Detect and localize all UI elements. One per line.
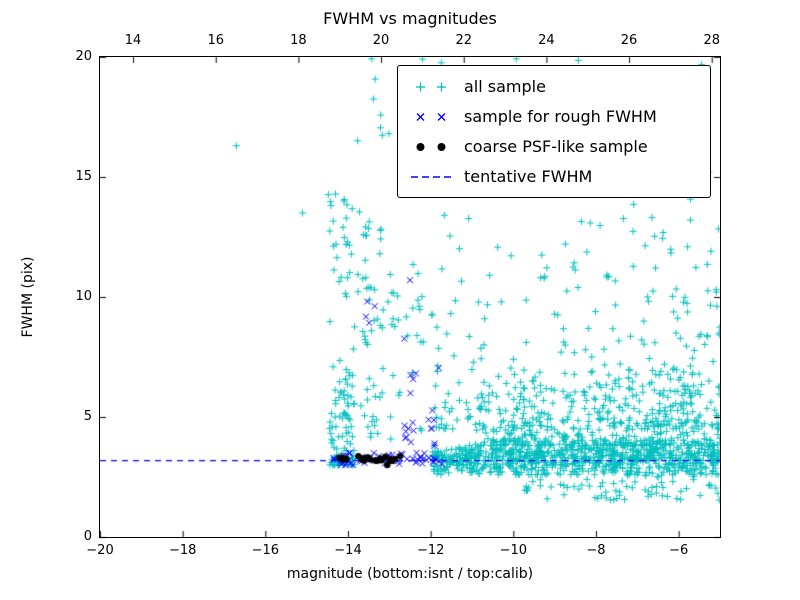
x-tick-label-top: 24 (538, 33, 555, 48)
x-axis-label: magnitude (bottom:isnt / top:calib) (286, 566, 534, 582)
x-tick-label-bottom: −14 (334, 543, 362, 558)
legend-label-psf-sample: coarse PSF-like sample (464, 137, 648, 156)
legend-label-tentative-fwhm: tentative FWHM (464, 167, 593, 186)
x-tick-label-bottom: −6 (669, 543, 689, 558)
legend: all sample sample for rough FWHM coarse … (397, 65, 711, 198)
x-markers-icon (416, 112, 446, 121)
plus-markers-icon (416, 82, 446, 91)
legend-item-rough-fwhm: sample for rough FWHM (408, 104, 700, 129)
legend-item-psf-sample: coarse PSF-like sample (408, 134, 700, 159)
x-tick-label-top: 18 (290, 33, 307, 48)
y-tick-label: 15 (75, 169, 92, 184)
x-tick-label-top: 22 (455, 33, 472, 48)
dashed-line-icon (411, 175, 451, 178)
x-tick-label-top: 14 (124, 33, 142, 48)
legend-label-rough-fwhm: sample for rough FWHM (464, 107, 657, 126)
y-tick-label: 20 (75, 49, 92, 64)
x-tick-label-bottom: −16 (251, 543, 280, 558)
y-axis-label: FWHM (pix) (20, 256, 36, 338)
x-tick-label-top: 20 (372, 33, 390, 48)
x-tick-label-top: 26 (620, 33, 638, 48)
x-tick-label-bottom: −12 (416, 543, 445, 558)
y-tick-label: 10 (75, 289, 92, 304)
legend-label-all-sample: all sample (464, 77, 546, 96)
x-tick-label-bottom: −10 (499, 543, 528, 558)
x-tick-label-top: 16 (207, 33, 224, 48)
x-tick-label-bottom: −18 (168, 543, 197, 558)
x-tick-label-bottom: −8 (586, 543, 606, 558)
dot-markers-icon (416, 142, 446, 151)
legend-item-tentative-fwhm: tentative FWHM (408, 164, 700, 189)
x-tick-label-bottom: −20 (86, 543, 114, 558)
legend-item-all-sample: all sample (408, 74, 700, 99)
chart-title: FWHM vs magnitudes (323, 9, 497, 28)
y-tick-label: 5 (83, 409, 92, 424)
y-tick-label: 0 (83, 529, 92, 544)
x-tick-label-top: 28 (703, 33, 720, 48)
